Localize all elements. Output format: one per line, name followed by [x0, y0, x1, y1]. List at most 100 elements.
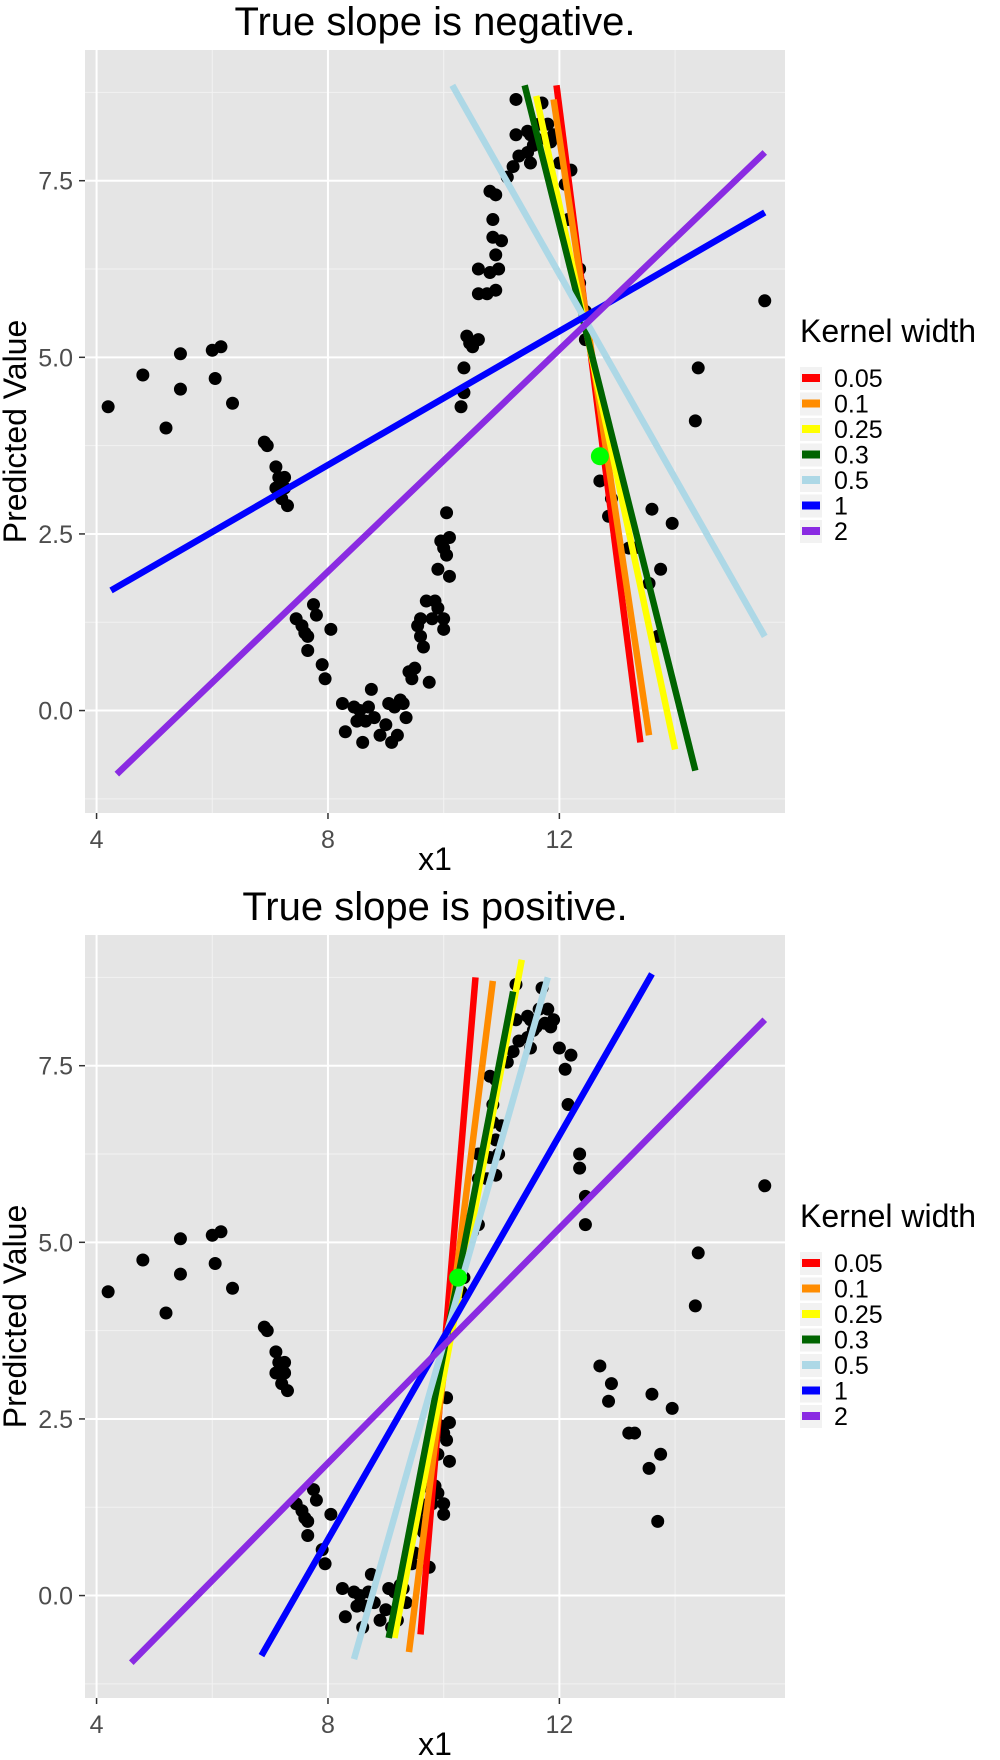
- data-point: [654, 1447, 668, 1461]
- data-point: [318, 1557, 332, 1571]
- legend-label: 0.25: [834, 416, 883, 444]
- data-point: [573, 1161, 587, 1175]
- legend-title: Kernel width: [800, 1198, 976, 1234]
- data-point: [324, 622, 338, 636]
- data-point: [390, 728, 404, 742]
- highlight-point: [449, 1268, 468, 1287]
- data-point: [437, 612, 451, 626]
- data-point: [338, 725, 352, 739]
- data-point: [552, 1041, 566, 1055]
- data-point: [442, 569, 456, 583]
- data-point: [564, 1048, 578, 1062]
- x-tick-label: 8: [321, 1711, 335, 1739]
- legend-key-0.5: [802, 476, 820, 484]
- chart-title: True slope is positive.: [242, 885, 627, 929]
- y-tick-label: 5.0: [38, 344, 73, 372]
- data-point: [173, 1232, 187, 1246]
- kernel-line-2: [114, 150, 768, 777]
- data-point: [173, 1267, 187, 1281]
- data-point: [688, 1299, 702, 1313]
- data-point: [495, 234, 509, 248]
- data-point: [414, 629, 428, 643]
- legend-key-0.3: [802, 1335, 820, 1344]
- legend-key-2: [802, 527, 820, 535]
- data-point: [280, 499, 294, 513]
- x-tick-label: 4: [90, 1711, 104, 1739]
- y-axis-title: Predicted Value: [0, 320, 33, 544]
- data-point: [367, 711, 381, 725]
- data-point: [173, 347, 187, 361]
- data-point: [335, 696, 349, 710]
- y-tick-label: 5.0: [38, 1229, 73, 1257]
- kernel-line-1: [109, 209, 767, 594]
- data-point: [159, 421, 173, 435]
- legend-label: 1: [834, 1378, 848, 1406]
- y-tick-label: 2.5: [38, 521, 73, 549]
- chart-panel-1: 4 8 12 0.0 2.5 5.0 7.5 True slope is negative. x…: [0, 0, 976, 877]
- data-point: [547, 1013, 561, 1027]
- data-point: [593, 1359, 607, 1373]
- data-point: [431, 601, 445, 615]
- data-point: [298, 1511, 312, 1525]
- legend-key-0.5: [802, 1361, 820, 1369]
- highlight-point: [590, 447, 609, 466]
- plot-background: [85, 935, 785, 1698]
- x-tick-label: 8: [321, 826, 335, 854]
- data-point: [628, 1426, 642, 1440]
- data-point: [573, 1147, 587, 1161]
- data-point: [437, 622, 451, 636]
- data-point: [645, 1387, 659, 1401]
- legend-key-1: [802, 501, 820, 510]
- data-point: [561, 1098, 575, 1112]
- legend-key-0.3: [802, 450, 820, 459]
- data-point: [318, 672, 332, 686]
- data-point: [665, 1401, 679, 1415]
- legend-title: Kernel width: [800, 313, 976, 349]
- kernel-line-1: [258, 972, 655, 1658]
- legend: Kernel width 0.050.10.250.30.512: [800, 313, 976, 546]
- data-point: [457, 361, 471, 375]
- data-point: [309, 608, 323, 622]
- data-point: [431, 562, 445, 576]
- data-point: [440, 548, 454, 562]
- y-axis-title: Predicted Value: [0, 1205, 33, 1429]
- data-point: [471, 333, 485, 347]
- data-point: [396, 696, 410, 710]
- data-point: [278, 1355, 292, 1369]
- chart-panel-2: 4 8 12 0.0 2.5 5.0 7.5 True slope is positive. x…: [0, 885, 976, 1760]
- data-point: [437, 1507, 451, 1521]
- chart-title: True slope is negative.: [235, 0, 636, 44]
- legend-label: 1: [834, 493, 848, 521]
- data-point: [578, 1218, 592, 1232]
- data-point: [338, 1610, 352, 1624]
- data-point: [416, 640, 430, 654]
- plot-background: [85, 50, 785, 813]
- data-point: [260, 1324, 274, 1338]
- data-point: [373, 728, 387, 742]
- data-point: [260, 439, 274, 453]
- data-point: [356, 735, 370, 749]
- legend-label: 0.3: [834, 442, 869, 470]
- legend-key-0.1: [802, 1284, 820, 1293]
- kernel-line-0.5: [350, 976, 551, 1661]
- data-point: [489, 283, 503, 297]
- data-point: [642, 1461, 656, 1475]
- data-point: [301, 1529, 315, 1543]
- kernel-line-2: [128, 1017, 768, 1665]
- data-point: [307, 598, 321, 612]
- data-point: [489, 248, 503, 262]
- data-point: [173, 382, 187, 396]
- legend-label: 0.1: [834, 391, 869, 419]
- legend-label: 0.3: [834, 1327, 869, 1355]
- x-tick-label: 12: [545, 1711, 573, 1739]
- legend-label: 0.5: [834, 1352, 869, 1380]
- legend-label: 0.05: [834, 365, 883, 393]
- data-point: [136, 1253, 150, 1267]
- legend-label: 0.25: [834, 1301, 883, 1329]
- data-point: [425, 612, 439, 626]
- data-point: [602, 1394, 616, 1408]
- data-point: [492, 262, 506, 276]
- legend-label: 2: [834, 1403, 848, 1431]
- gridlines: [85, 50, 785, 813]
